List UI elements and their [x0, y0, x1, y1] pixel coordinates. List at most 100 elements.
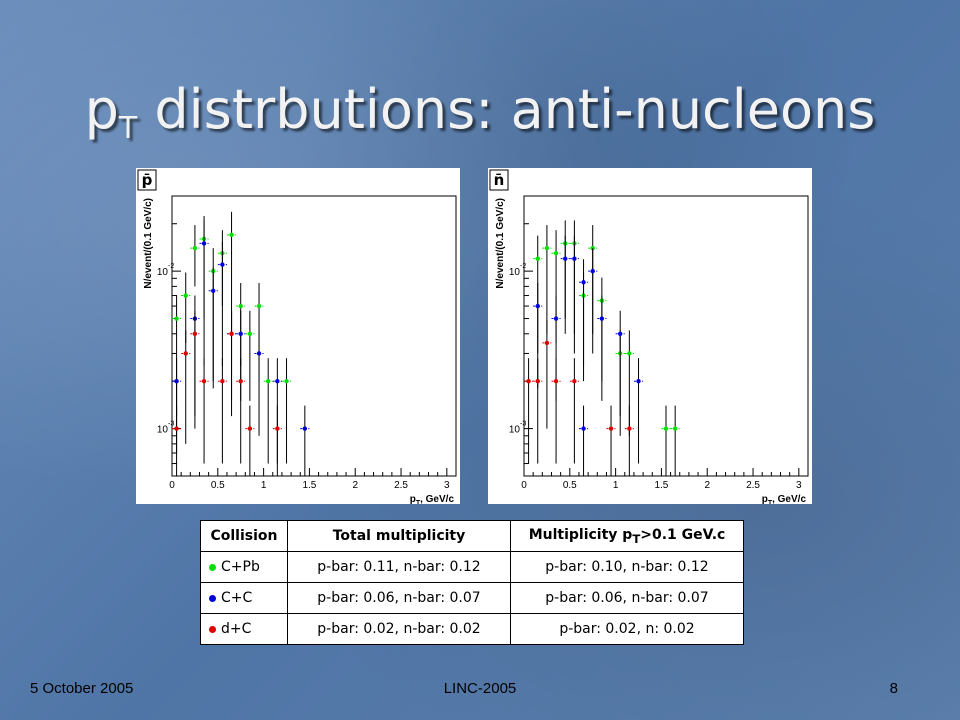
data-point-cc [581, 280, 586, 285]
x-tick-label: 2.5 [394, 480, 408, 491]
x-axis-label: pT, GeV/c [410, 494, 455, 504]
data-point-dc [526, 378, 531, 384]
data-point-dc [201, 378, 207, 384]
data-point-cc [581, 426, 586, 431]
data-point-dc [275, 426, 280, 431]
data-point-dc [238, 378, 243, 384]
pbar-pt-chart: 0 0.5 1 1.5 2 2.5 3 10 -3 10 -2 N/event/(0.1 GeV/c)… [136, 168, 460, 504]
data-point-cpb [229, 232, 234, 238]
y-tick-label: 10 [157, 267, 169, 278]
data-point-cc [174, 378, 179, 384]
data-point-cc [256, 351, 262, 356]
y-tick-exponent: -2 [520, 263, 526, 270]
table-row: C+Pb p-bar: 0.11, n-bar: 0.12 p-bar: 0.1… [200, 551, 744, 583]
data-point-dc [572, 378, 577, 384]
table-row: C+C p-bar: 0.06, n-bar: 0.07 p-bar: 0.06… [200, 582, 744, 614]
data-point-cpb [265, 378, 271, 384]
data-point-dc [174, 426, 179, 431]
x-tick-label: 0 [169, 480, 175, 491]
x-tick-label: 1 [261, 480, 267, 491]
header-collision: Collision [200, 520, 288, 552]
data-point-dc [183, 351, 188, 356]
footer-conference: LINC-2005 [443, 680, 517, 697]
data-point-cc [563, 256, 568, 261]
collision-cell: d+C [200, 613, 288, 645]
y-axis-label: N/event/(0.1 GeV/c) [495, 198, 506, 289]
data-point-dc [627, 426, 632, 431]
data-point-cc [275, 378, 280, 384]
data-point-cpb [553, 250, 559, 256]
nbar-pt-chart: 0 0.5 1 1.5 2 2.5 3 10 -3 10 -2 N/event/(0.1 GeV/c)… [488, 168, 812, 504]
y-tick-exponent: -3 [168, 421, 174, 428]
green-dot-icon [209, 563, 216, 571]
y-tick-exponent: -2 [168, 263, 174, 270]
data-point-cc [201, 241, 207, 246]
data-point-cpb [174, 316, 179, 321]
header-total: Total multiplicity [287, 520, 511, 552]
panel-label: n̄ [494, 171, 505, 189]
x-tick-label: 2.5 [746, 480, 760, 491]
footer-page-number: 8 [889, 680, 898, 697]
pbar-pt-plot: 0 0.5 1 1.5 2 2.5 310-310-2N/event/(0.1 GeV/c)… [137, 169, 457, 504]
data-point-cpb [627, 351, 632, 356]
panel-label: p̄ [142, 171, 153, 189]
total-cell: p-bar: 0.02, n-bar: 0.02 [287, 613, 511, 645]
data-point-dc [608, 426, 614, 431]
footer-date: 5 October 2005 [30, 680, 134, 697]
data-point-cpb [535, 256, 540, 261]
data-point-cc [572, 256, 577, 261]
data-point-cpb [238, 303, 243, 309]
x-tick-label: 2 [704, 480, 710, 491]
collision-cell: C+C [200, 582, 288, 614]
data-point-cc [553, 316, 559, 321]
data-point-cc [220, 262, 225, 267]
data-point-dc [553, 378, 559, 384]
data-point-cc [238, 331, 243, 336]
x-tick-label: 3 [444, 480, 450, 491]
table-header-row: Collision Total multiplicity Multiplicit… [200, 520, 744, 552]
data-point-cpb [663, 426, 669, 431]
x-axis-label: pT, GeV/c [762, 494, 807, 504]
y-tick-exponent: -3 [520, 421, 526, 428]
data-point-dc [247, 426, 253, 431]
data-point-cc [636, 378, 641, 384]
data-point-dc [544, 340, 550, 346]
data-point-cpb [672, 426, 678, 431]
total-cell: p-bar: 0.06, n-bar: 0.07 [287, 582, 511, 614]
data-point-cc [211, 288, 216, 294]
data-point-cc [535, 303, 540, 309]
data-point-cpb [247, 331, 253, 336]
x-tick-label: 0.5 [563, 480, 577, 491]
data-point-cpb [284, 378, 289, 384]
data-point-dc [535, 378, 540, 384]
y-tick-label: 10 [509, 425, 521, 436]
data-point-cpb [544, 245, 550, 251]
x-tick-label: 0 [521, 480, 527, 491]
plot-frame [171, 195, 457, 477]
data-point-cc [302, 426, 308, 431]
slide-title: pT distrbutions: anti-nucleons [84, 78, 876, 146]
data-point-dc [229, 331, 234, 336]
y-tick-label: 10 [509, 267, 521, 278]
x-tick-label: 3 [796, 480, 802, 491]
table-row: d+C p-bar: 0.02, n-bar: 0.02 p-bar: 0.02… [200, 613, 744, 645]
total-cell: p-bar: 0.11, n-bar: 0.12 [287, 551, 511, 583]
multiplicity-table: Collision Total multiplicity Multiplicit… [200, 520, 744, 645]
x-tick-label: 2 [352, 480, 358, 491]
header-multiplicity-cut: Multiplicity pT>0.1 GeV.c [510, 520, 744, 552]
x-tick-label: 0.5 [211, 480, 225, 491]
data-point-cc [590, 268, 595, 274]
collision-cell: C+Pb [200, 551, 288, 583]
data-point-cpb [256, 303, 262, 309]
y-axis-label: N/event/(0.1 GeV/c) [143, 198, 154, 289]
data-point-cc [617, 331, 623, 336]
x-tick-label: 1.5 [654, 480, 668, 491]
y-tick-label: 10 [157, 425, 169, 436]
cut-cell: p-bar: 0.06, n-bar: 0.07 [510, 582, 744, 614]
blue-dot-icon [209, 594, 216, 602]
x-tick-label: 1.5 [302, 480, 316, 491]
red-dot-icon [209, 625, 216, 633]
nbar-pt-plot: 0 0.5 1 1.5 2 2.5 310-310-2N/event/(0.1 GeV/c)… [489, 169, 809, 504]
panel-label-box [489, 169, 509, 191]
x-tick-label: 1 [613, 480, 619, 491]
